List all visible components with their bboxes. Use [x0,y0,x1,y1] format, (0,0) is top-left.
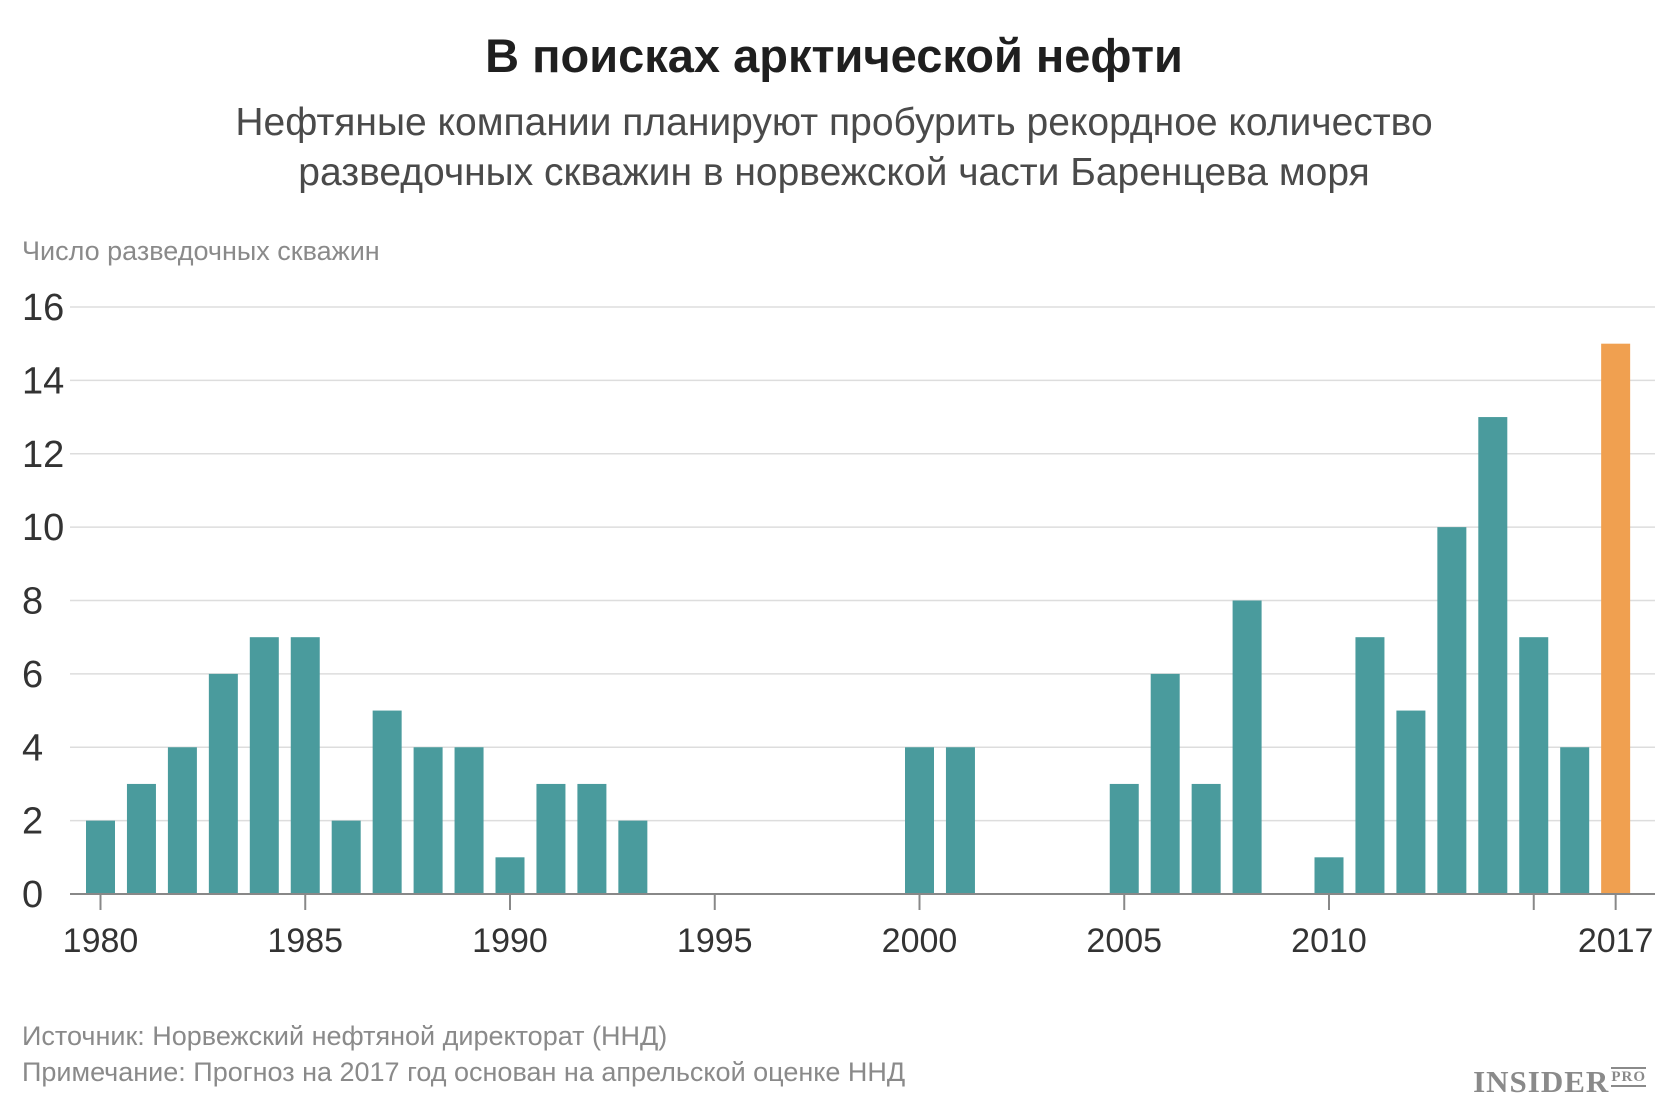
y-tick-labels: 0 2 4 6 8 10 12 14 16 [22,287,64,916]
x-tick-label: 1995 [677,922,753,960]
bar [1314,857,1344,894]
logo-text: INSIDER [1473,1064,1610,1099]
bar [1396,710,1426,894]
y-tick-label: 12 [22,434,64,476]
subtitle-line-2: разведочных скважин в норвежской части Б… [298,151,1370,194]
x-tick-label: 1980 [63,922,139,960]
chart-footer: Источник: Норвежский нефтяной директорат… [22,1018,905,1090]
bar [249,637,279,894]
insider-pro-logo: INSIDER PRO [1473,1064,1646,1100]
bar [372,710,402,894]
bar [1560,747,1590,894]
x-tick-label: 2000 [882,922,958,960]
x-tick-label: 2017 [1578,922,1654,960]
bar [413,747,443,894]
bar [86,820,115,894]
bar-chart: 0 2 4 6 8 10 12 14 16 1980 1985 1990 1995 2000 2005 20… [22,287,1655,960]
bar [495,857,525,894]
y-tick-label: 6 [22,654,43,696]
gridlines [70,306,1655,822]
x-tick-label: 1990 [472,922,548,960]
bar [905,747,934,894]
x-tick-label: 1985 [267,922,343,960]
logo-suffix: PRO [1611,1066,1646,1087]
subtitle-line-1: Нефтяные компании планируют пробурить ре… [235,101,1433,144]
y-tick-label: 8 [22,581,43,623]
bar [1109,783,1139,894]
bar [536,783,566,894]
bar [1519,637,1549,894]
bar [945,747,975,894]
chart-title: В поисках арктической нефти [485,29,1183,82]
bar [1437,527,1467,894]
y-tick-label: 2 [22,801,43,843]
bar-highlight [1601,343,1631,894]
chart-subtitle: Нефтяные компании планируют пробурить ре… [134,98,1534,198]
bar [208,673,238,894]
x-tick-label: 2005 [1086,922,1162,960]
x-tick-label: 2010 [1291,922,1367,960]
bar [618,820,648,894]
y-tick-label: 10 [22,507,64,549]
bar [1191,783,1221,894]
bar [1355,637,1385,894]
bar [1232,600,1262,894]
bar [577,783,607,894]
y-tick-label: 16 [22,287,64,329]
y-axis-label: Число разведочных скважин [22,236,380,266]
bar [126,783,156,894]
y-tick-label: 0 [22,874,43,916]
y-tick-label: 4 [22,727,43,769]
bar [167,747,197,894]
bar [1478,417,1508,894]
bars [86,343,1631,894]
y-tick-label: 14 [22,360,64,402]
bar [454,747,484,894]
forecast-note: Примечание: Прогноз на 2017 год основан … [22,1057,906,1087]
bar [290,637,320,894]
bar [331,820,361,894]
bar [1150,673,1180,894]
source-note: Источник: Норвежский нефтяной директорат… [22,1021,668,1051]
x-axis: 1980 1985 1990 1995 2000 2005 2010 2017 [63,893,1655,960]
